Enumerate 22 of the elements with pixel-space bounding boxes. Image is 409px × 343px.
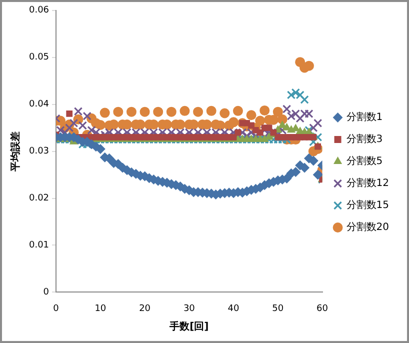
- y-tick-label: 0.06: [28, 6, 50, 16]
- x-tick-label: 40: [228, 304, 240, 314]
- y-axis-title: 平均誤差: [10, 131, 22, 172]
- legend-label: 分割数20: [346, 221, 390, 234]
- x-tick-label: 60: [316, 304, 328, 314]
- legend-label: 分割数1: [346, 111, 383, 124]
- y-tick-label: 0.03: [28, 146, 50, 157]
- y-tick-label: 0.04: [28, 100, 50, 110]
- y-tick-label: 0.05: [28, 52, 50, 63]
- legend-label: 分割数12: [346, 177, 390, 190]
- x-tick-label: 0: [53, 304, 60, 314]
- legend-label: 分割数5: [346, 155, 383, 168]
- x-tick-label: 30: [183, 304, 196, 314]
- y-tick-label: 0.01: [28, 240, 50, 251]
- x-tick-label: 10: [94, 304, 106, 314]
- y-tick-label: 0.02: [28, 194, 50, 204]
- x-tick-label: 20: [139, 304, 151, 314]
- legend-label: 分割数15: [346, 199, 390, 212]
- x-tick-label: 50: [272, 304, 284, 314]
- y-tick-label: 0: [43, 288, 50, 298]
- x-axis-title: 手数[回]: [168, 320, 209, 333]
- legend-label: 分割数3: [346, 133, 383, 146]
